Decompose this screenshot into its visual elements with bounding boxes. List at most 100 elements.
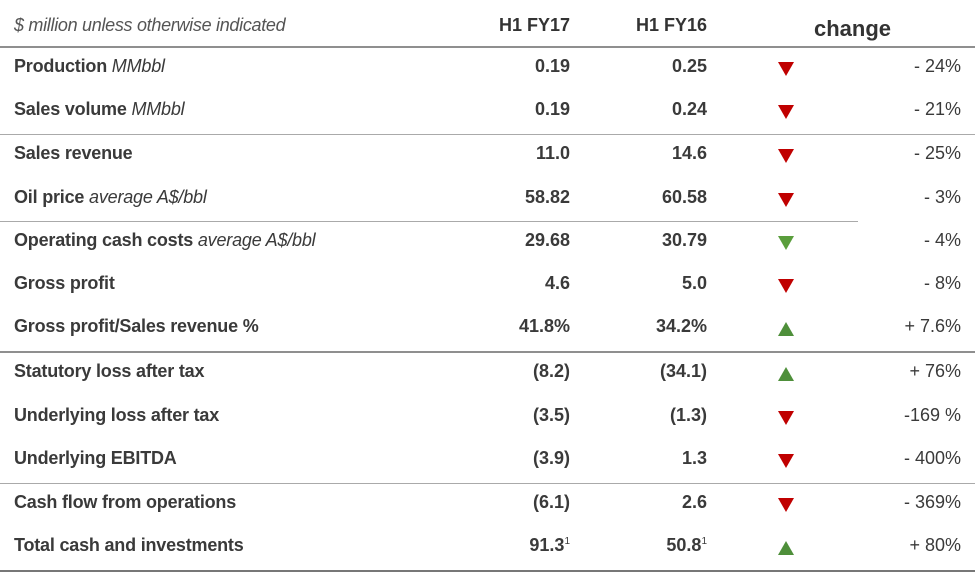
row-label: Cash flow from operations <box>14 492 236 513</box>
table-row: Gross profit/Sales revenue % 41.8% 34.2% + … <box>0 307 975 349</box>
value-h1-fy16: 60.58 <box>661 187 707 207</box>
value-h1-fy17: 0.19 <box>534 56 570 76</box>
triangle-down-icon <box>778 279 794 293</box>
row-label: Underlying loss after tax <box>14 405 219 426</box>
value-h1-fy17: (8.2) <box>532 361 570 381</box>
divider <box>0 483 975 484</box>
value-h1-fy17: 0.19 <box>534 99 570 119</box>
change-value: - 25% <box>913 143 961 163</box>
value-h1-fy16: 5.0 <box>681 273 707 293</box>
value-h1-fy17: 4.6 <box>544 273 570 293</box>
divider <box>0 46 975 48</box>
change-value: + 7.6% <box>904 316 961 336</box>
change-value: + 80% <box>909 535 961 555</box>
table-row: Cash flow from operations (6.1) 2.6 - 369% <box>0 483 975 525</box>
change-value: -169 % <box>903 405 961 425</box>
row-label-text: Underlying loss after tax <box>14 405 220 425</box>
row-label-text: Total cash and investments <box>14 535 244 555</box>
row-label-text: Operating cash costs <box>14 230 194 250</box>
value-h1-fy16: 34.2% <box>655 316 707 336</box>
row-label: Sales volume MMbbl <box>14 99 185 120</box>
triangle-up-icon <box>778 541 794 555</box>
value-h1-fy17: 58.82 <box>524 187 570 207</box>
triangle-up-icon <box>778 322 794 336</box>
row-label: Statutory loss after tax <box>14 361 204 382</box>
value-h1-fy16: (1.3) <box>669 405 707 425</box>
divider <box>0 351 975 353</box>
row-label-text: Gross profit/Sales revenue % <box>14 316 259 336</box>
table-row: Gross profit 4.6 5.0 - 8% <box>0 264 975 306</box>
row-label: Gross profit/Sales revenue % <box>14 316 259 337</box>
value-h1-fy16: 50.81 <box>666 535 707 555</box>
row-label-text: Sales revenue <box>14 143 133 163</box>
change-value: + 76% <box>909 361 961 381</box>
row-label-text: Production <box>14 56 107 76</box>
row-label-text: Underlying EBITDA <box>14 448 177 468</box>
divider <box>0 221 858 222</box>
value-h1-fy16: (34.1) <box>659 361 707 381</box>
row-label-text: Cash flow from operations <box>14 492 237 512</box>
column-header-h1-fy17: H1 FY17 <box>498 15 570 35</box>
change-value: - 21% <box>913 99 961 119</box>
change-value: - 369% <box>903 492 961 512</box>
triangle-down-icon <box>778 411 794 425</box>
units-caption: $ million unless otherwise indicated <box>14 15 286 35</box>
triangle-up-icon <box>778 367 794 381</box>
row-label-text: Statutory loss after tax <box>14 361 205 381</box>
change-value: - 8% <box>923 273 961 293</box>
value-h1-fy16: 0.25 <box>671 56 707 76</box>
table-row: Operating cash costs average A$/bbl 29.68… <box>0 221 975 263</box>
value-h1-fy16: 1.3 <box>681 448 707 468</box>
value-h1-fy17: (6.1) <box>532 492 570 512</box>
column-header-h1-fy16: H1 FY16 <box>635 15 707 35</box>
triangle-down-icon <box>778 454 794 468</box>
value-h1-fy17: 29.68 <box>524 230 570 250</box>
triangle-down-icon <box>778 62 794 76</box>
row-label-text: Oil price <box>14 187 85 207</box>
value-h1-fy17: 41.8% <box>518 316 570 336</box>
row-unit: MMbbl <box>126 99 185 119</box>
table-row: Underlying EBITDA (3.9) 1.3 - 400% <box>0 439 975 481</box>
row-label: Gross profit <box>14 273 115 294</box>
table-row: Oil price average A$/bbl 58.82 60.58 - 3% <box>0 178 975 220</box>
row-label: Oil price average A$/bbl <box>14 187 207 208</box>
value-h1-fy17: (3.9) <box>532 448 570 468</box>
table-row: Underlying loss after tax (3.5) (1.3) -169 … <box>0 396 975 438</box>
change-value: - 4% <box>923 230 961 250</box>
row-label: Sales revenue <box>14 143 133 164</box>
table-row: Production MMbbl 0.19 0.25 - 24% <box>0 47 975 89</box>
row-label: Underlying EBITDA <box>14 448 177 469</box>
triangle-down-icon <box>778 236 794 250</box>
value-h1-fy16: 30.79 <box>661 230 707 250</box>
triangle-down-icon <box>778 193 794 207</box>
value-h1-fy16: 2.6 <box>681 492 707 512</box>
row-label-text: Sales volume <box>14 99 127 119</box>
row-unit: MMbbl <box>107 56 165 76</box>
change-value: - 3% <box>923 187 961 207</box>
value-h1-fy16: 14.6 <box>671 143 707 163</box>
row-unit: average A$/bbl <box>193 230 316 250</box>
row-unit: average A$/bbl <box>84 187 207 207</box>
table-row: Statutory loss after tax (8.2) (34.1) + 76% <box>0 352 975 394</box>
triangle-down-icon <box>778 149 794 163</box>
triangle-down-icon <box>778 498 794 512</box>
row-label: Total cash and investments <box>14 535 244 556</box>
value-h1-fy16: 0.24 <box>671 99 707 119</box>
value-h1-fy17: 91.31 <box>529 535 570 555</box>
divider <box>0 570 975 572</box>
footnote-marker: 1 <box>701 536 707 547</box>
footnote-marker: 1 <box>564 536 570 547</box>
table-row: Sales volume MMbbl 0.19 0.24 - 21% <box>0 90 975 132</box>
change-value: - 400% <box>903 448 961 468</box>
column-header-change: change <box>814 16 892 41</box>
divider <box>0 134 975 135</box>
triangle-down-icon <box>778 105 794 119</box>
table-row: Total cash and investments 91.31 50.81 + 80… <box>0 526 975 568</box>
change-value: - 24% <box>913 56 961 76</box>
row-label-text: Gross profit <box>14 273 115 293</box>
row-label: Production MMbbl <box>14 56 165 77</box>
value-h1-fy17: 11.0 <box>535 143 570 163</box>
row-label: Operating cash costs average A$/bbl <box>14 230 316 251</box>
value-h1-fy17: (3.5) <box>532 405 570 425</box>
table-row: Sales revenue 11.0 14.6 - 25% <box>0 134 975 176</box>
